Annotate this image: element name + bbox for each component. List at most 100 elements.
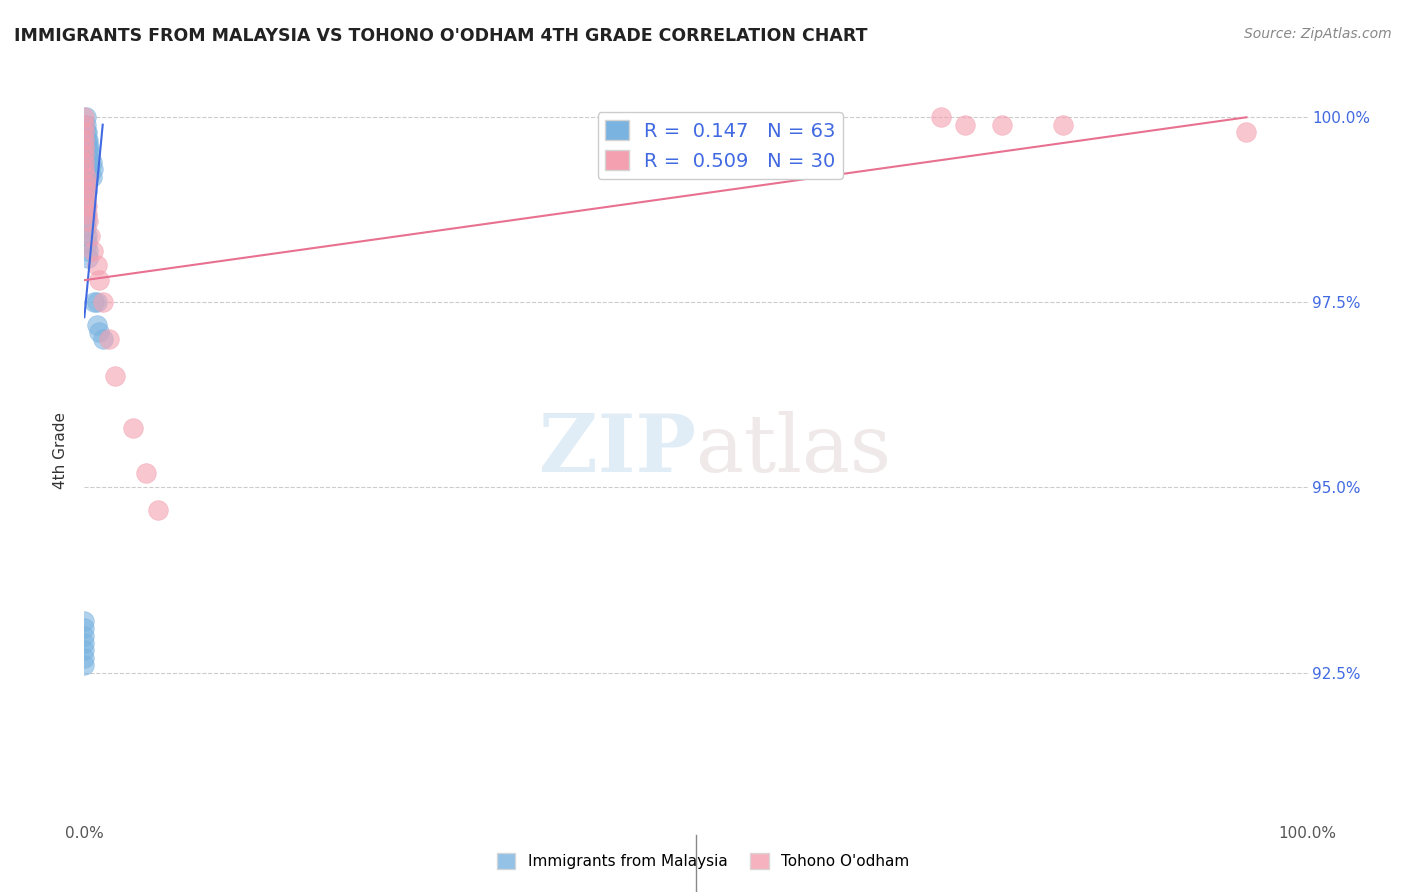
Point: [76, 206, 98, 220]
Point: [75, 177, 97, 191]
Point: [86, 295, 108, 310]
Point: [75, 118, 97, 132]
Y-axis label: 4th Grade: 4th Grade: [53, 412, 69, 489]
Text: Source: ZipAtlas.com: Source: ZipAtlas.com: [1244, 27, 1392, 41]
Point: [82, 244, 104, 258]
Point: [75, 221, 97, 235]
Point: [104, 369, 127, 384]
Point: [929, 110, 952, 124]
Point: [73, 110, 96, 124]
Point: [77, 251, 100, 265]
Point: [73, 629, 96, 643]
Point: [76, 177, 98, 191]
Point: [75, 110, 97, 124]
Point: [73, 614, 96, 628]
Point: [77, 154, 100, 169]
Point: [146, 502, 169, 516]
Point: [76, 236, 98, 251]
Point: [73, 162, 96, 177]
Point: [73, 192, 96, 206]
Point: [73, 154, 96, 169]
Point: [76, 169, 98, 184]
Point: [80, 154, 103, 169]
Point: [76, 199, 98, 213]
Point: [87, 273, 110, 287]
Point: [122, 421, 145, 435]
Point: [75, 147, 97, 161]
Point: [77, 147, 100, 161]
Legend: Immigrants from Malaysia, Tohono O'odham: Immigrants from Malaysia, Tohono O'odham: [491, 847, 915, 875]
Point: [76, 154, 98, 169]
Text: atlas: atlas: [696, 411, 891, 490]
Point: [77, 169, 100, 184]
Point: [73, 147, 96, 161]
Point: [73, 140, 96, 154]
Point: [73, 125, 96, 139]
Point: [77, 140, 100, 154]
Point: [77, 162, 100, 177]
Point: [76, 140, 98, 154]
Point: [73, 118, 96, 132]
Point: [75, 125, 97, 139]
Point: [73, 140, 96, 154]
Point: [86, 318, 108, 332]
Point: [75, 132, 97, 146]
Point: [75, 154, 97, 169]
Point: [76, 125, 98, 139]
Point: [75, 192, 97, 206]
Point: [1236, 125, 1258, 139]
Point: [73, 118, 96, 132]
Point: [79, 228, 101, 243]
Point: [76, 147, 98, 161]
Point: [75, 199, 97, 213]
Point: [76, 132, 98, 146]
Point: [73, 162, 96, 177]
Point: [73, 184, 96, 198]
Point: [73, 125, 96, 139]
Point: [73, 650, 96, 665]
Point: [77, 244, 100, 258]
Point: [79, 147, 101, 161]
Point: [77, 140, 100, 154]
Point: [82, 162, 104, 177]
Point: [73, 177, 96, 191]
Point: [97, 332, 120, 346]
Point: [991, 118, 1014, 132]
Point: [76, 162, 98, 177]
Point: [77, 132, 100, 146]
Point: [73, 658, 96, 673]
Legend: R =  0.147   N = 63, R =  0.509   N = 30: R = 0.147 N = 63, R = 0.509 N = 30: [598, 112, 844, 178]
Point: [75, 162, 97, 177]
Point: [75, 184, 97, 198]
Point: [75, 214, 97, 228]
Point: [91, 295, 114, 310]
Point: [79, 162, 101, 177]
Point: [73, 132, 96, 146]
Point: [73, 636, 96, 650]
Point: [76, 184, 98, 198]
Point: [80, 169, 103, 184]
Point: [73, 147, 96, 161]
Point: [1052, 118, 1074, 132]
Point: [83, 295, 105, 310]
Point: [76, 228, 98, 243]
Point: [135, 466, 157, 480]
Point: [77, 214, 100, 228]
Point: [73, 154, 96, 169]
Point: [953, 118, 976, 132]
Text: ZIP: ZIP: [538, 411, 696, 490]
Point: [75, 169, 97, 184]
Point: [91, 332, 114, 346]
Point: [75, 140, 97, 154]
Point: [73, 169, 96, 184]
Point: [87, 325, 110, 339]
Point: [75, 206, 97, 220]
Point: [77, 169, 100, 184]
Point: [86, 258, 108, 272]
Point: [75, 177, 97, 191]
Point: [75, 169, 97, 184]
Text: IMMIGRANTS FROM MALAYSIA VS TOHONO O'ODHAM 4TH GRADE CORRELATION CHART: IMMIGRANTS FROM MALAYSIA VS TOHONO O'ODH…: [14, 27, 868, 45]
Point: [73, 132, 96, 146]
Point: [73, 643, 96, 657]
Point: [73, 621, 96, 635]
